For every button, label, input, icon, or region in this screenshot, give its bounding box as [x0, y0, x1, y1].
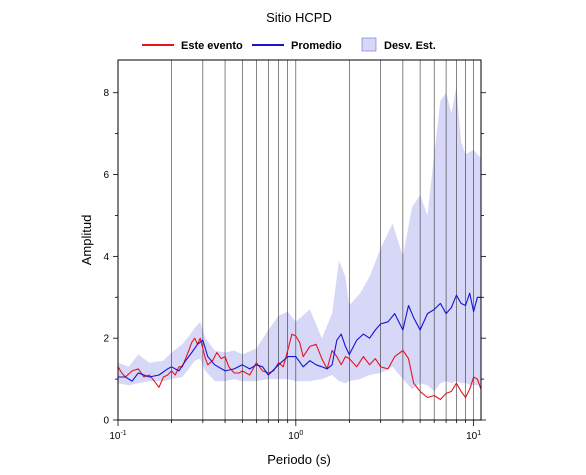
x-axis: 10-1 100 101 — [109, 420, 481, 442]
legend: Este evento Promedio Desv. Est. — [142, 37, 436, 52]
y-axis-label: Amplitud — [79, 215, 94, 266]
y-tick-label: 2 — [103, 334, 109, 345]
x-tick-label: 101 — [466, 430, 481, 442]
x-axis-label: Periodo (s) — [267, 452, 331, 467]
y-tick-label: 0 — [103, 416, 109, 427]
x-tick-label: 10-1 — [109, 430, 126, 442]
y-tick-label: 6 — [103, 170, 109, 181]
legend-label: Desv. Est. — [384, 40, 436, 52]
series-line-este-evento — [117, 333, 482, 401]
chart-title: Sitio HCPD — [266, 10, 332, 25]
y-tick-label: 8 — [103, 88, 109, 99]
y-tick-label: 4 — [103, 252, 109, 263]
series-line-promedio — [118, 292, 481, 382]
series-layer — [117, 292, 482, 401]
grid-layer — [171, 60, 474, 420]
legend-label: Este evento — [181, 40, 243, 52]
y-axis: 0 2 4 6 8 — [103, 88, 486, 427]
legend-swatch-band — [361, 37, 377, 52]
plot-frame — [117, 59, 482, 421]
legend-label: Promedio — [291, 40, 342, 52]
std-dev-band — [118, 86, 481, 392]
plot-area — [117, 59, 482, 421]
std-dev-band-layer — [118, 86, 481, 392]
x-tick-label: 100 — [288, 430, 303, 442]
